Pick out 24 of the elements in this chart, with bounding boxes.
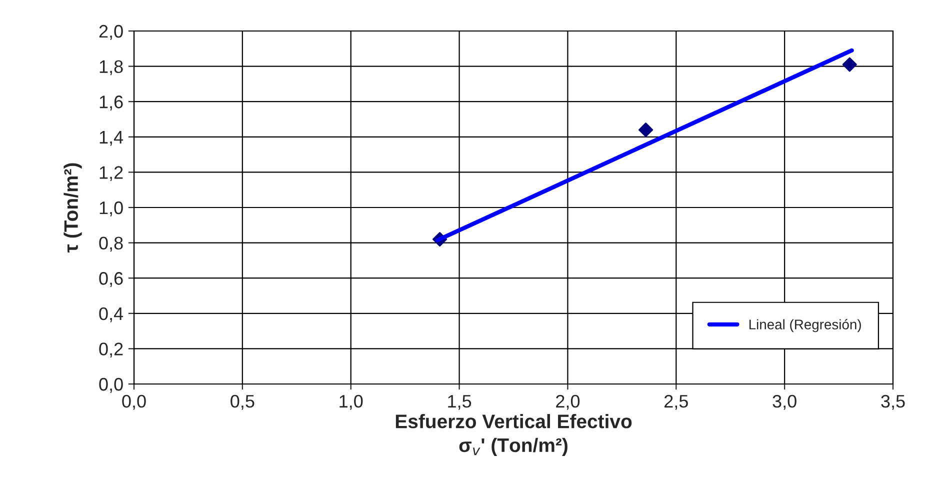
y-tick-label: 1,0 [100, 201, 123, 216]
x-tick-label: 3,0 [772, 394, 796, 410]
legend-label: Lineal (Regresión) [749, 319, 861, 332]
y-tick-label: 0,2 [99, 342, 123, 358]
y-tick-label: 2,0 [99, 24, 123, 40]
x-tick-label: 2,5 [664, 394, 688, 410]
y-tick-label: 0,6 [99, 272, 123, 287]
y-tick-label: 1,4 [100, 131, 124, 146]
x-tick-label: 0,0 [122, 394, 146, 410]
point [638, 122, 654, 138]
point [842, 57, 857, 72]
x-tick-label: 3,5 [881, 394, 905, 410]
y-tick-label: 1,6 [100, 96, 123, 110]
x-axis-title: Esfuerzo Vertical Efectivo σ$_{v}$' (Ton/m²) [396, 414, 632, 456]
y-tick-label: 0,0 [99, 378, 123, 393]
y-axis-title: τ (Ton/m²) [64, 163, 82, 253]
y-tick-label: 1,2 [100, 166, 123, 182]
y-tick-label: 0,4 [99, 307, 124, 322]
x-tick-label: 2,0 [556, 394, 580, 410]
x-tick-label: 1,5 [448, 395, 472, 410]
y-tick-label: 1,8 [100, 60, 123, 76]
x-tick-label: 1,0 [340, 394, 363, 410]
x-tick-label: 0,5 [230, 394, 254, 410]
y-tick-label: 0,8 [99, 236, 123, 252]
